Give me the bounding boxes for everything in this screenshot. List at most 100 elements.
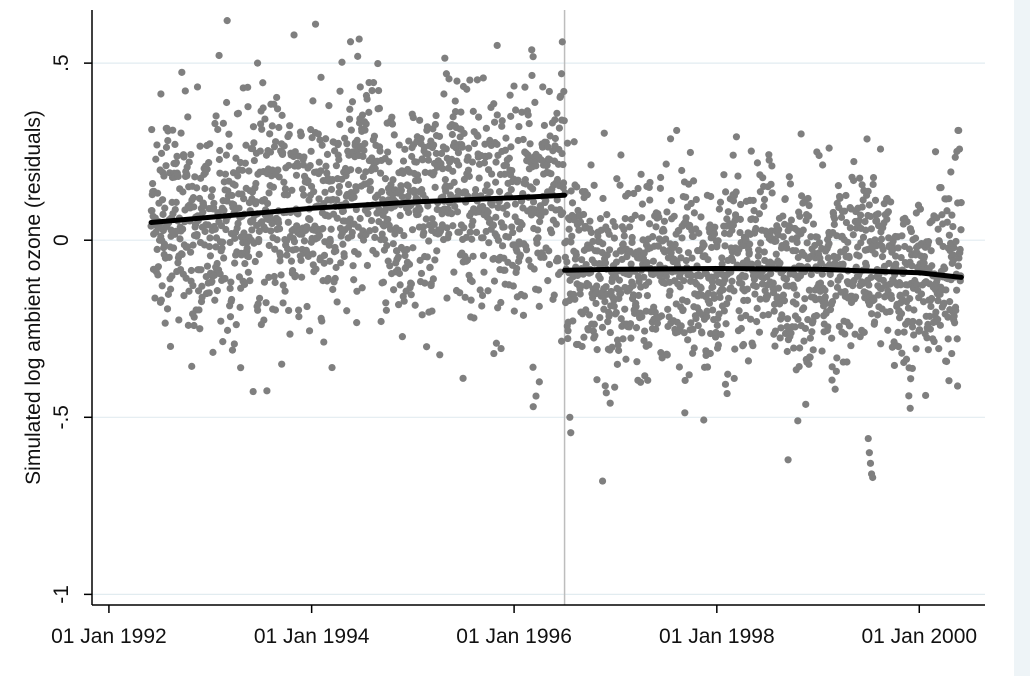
- scatter-point: [842, 218, 851, 227]
- scatter-point: [611, 222, 619, 231]
- scatter-point: [255, 227, 263, 235]
- scatter-point: [241, 159, 249, 167]
- scatter-point: [843, 358, 851, 366]
- scatter-point: [362, 120, 370, 128]
- scatter-point: [174, 172, 182, 181]
- scatter-point: [449, 222, 457, 230]
- scatter-point: [559, 179, 568, 187]
- scatter-point: [615, 276, 624, 284]
- scatter-point: [957, 226, 965, 234]
- scatter-point: [575, 226, 583, 234]
- scatter-point: [697, 284, 705, 292]
- scatter-point: [185, 287, 193, 295]
- scatter-point: [869, 473, 877, 482]
- scatter-point: [777, 324, 785, 332]
- scatter-point: [928, 262, 936, 270]
- scatter-point: [307, 147, 315, 155]
- scatter-point: [596, 313, 604, 322]
- scatter-point: [326, 237, 334, 245]
- scatter-point: [267, 227, 275, 235]
- scatter-point: [610, 302, 618, 310]
- scatter-point: [948, 349, 956, 358]
- scatter-point: [920, 259, 928, 267]
- scatter-point: [950, 243, 958, 252]
- scatter-point: [945, 195, 953, 203]
- scatter-point: [436, 351, 444, 359]
- scatter-point: [747, 147, 755, 155]
- scatter-point: [384, 148, 392, 156]
- scatter-point: [211, 225, 219, 233]
- scatter-point: [861, 217, 869, 226]
- scatter-point: [509, 282, 517, 290]
- scatter-point: [314, 130, 322, 138]
- scatter-point: [649, 257, 657, 265]
- scatter-point: [894, 328, 902, 336]
- scatter-point: [955, 126, 963, 135]
- scatter-point: [151, 294, 159, 302]
- scatter-point: [544, 277, 552, 285]
- scatter-point: [228, 295, 236, 304]
- scatter-point: [237, 364, 245, 372]
- scatter-point: [240, 195, 248, 203]
- scatter-point: [274, 166, 282, 174]
- scatter-point: [362, 168, 370, 176]
- scatter-point: [315, 195, 323, 203]
- scatter-point: [687, 319, 695, 327]
- scatter-point: [640, 273, 648, 281]
- scatter-point: [253, 59, 262, 67]
- scatter-point: [859, 233, 868, 241]
- scatter-point: [645, 341, 653, 349]
- scatter-point: [577, 282, 585, 290]
- scatter-point: [303, 223, 311, 231]
- scatter-point: [195, 306, 203, 314]
- scatter-point: [769, 279, 777, 287]
- scatter-point: [805, 212, 813, 220]
- scatter-point: [703, 363, 712, 371]
- scatter-point: [700, 416, 708, 424]
- scatter-point: [376, 147, 384, 155]
- scatter-point: [593, 376, 601, 384]
- scatter-point: [250, 156, 258, 165]
- scatter-point: [547, 170, 555, 178]
- scatter-point: [408, 226, 417, 234]
- scatter-point: [197, 266, 205, 274]
- scatter-point: [185, 158, 193, 166]
- scatter-point: [755, 210, 763, 218]
- scatter-point: [306, 161, 314, 170]
- scatter-point: [826, 306, 835, 314]
- scatter-point: [891, 252, 900, 260]
- scatter-point: [265, 273, 273, 281]
- scatter-point: [760, 248, 768, 256]
- scatter-point: [722, 320, 730, 328]
- scatter-point: [501, 170, 509, 178]
- scatter-point: [245, 167, 253, 175]
- scatter-point: [350, 193, 358, 201]
- scatter-point: [715, 310, 723, 318]
- scatter-point: [519, 311, 528, 319]
- scatter-point: [327, 185, 336, 194]
- scatter-point: [450, 268, 458, 276]
- scatter-point: [215, 155, 223, 164]
- scatter-point: [310, 188, 318, 196]
- scatter-point: [748, 260, 756, 268]
- scatter-point: [710, 230, 719, 238]
- scatter-point: [948, 211, 956, 219]
- scatter-point: [678, 234, 686, 242]
- scatter-point: [494, 304, 502, 312]
- scatter-point: [936, 321, 944, 329]
- scatter-point: [254, 306, 262, 314]
- scatter-point: [418, 156, 427, 164]
- scatter-point: [866, 212, 875, 221]
- scatter-point: [768, 260, 777, 268]
- scatter-point: [390, 286, 398, 294]
- scatter-point: [890, 361, 899, 370]
- scatter-point: [716, 198, 725, 206]
- scatter-point: [864, 434, 872, 443]
- scatter-point: [617, 151, 625, 159]
- scatter-point: [190, 313, 198, 321]
- scatter-point: [565, 225, 573, 233]
- scatter-point: [719, 286, 727, 294]
- scatter-point: [874, 291, 883, 299]
- scatter-point: [244, 103, 252, 111]
- scatter-point: [325, 102, 333, 110]
